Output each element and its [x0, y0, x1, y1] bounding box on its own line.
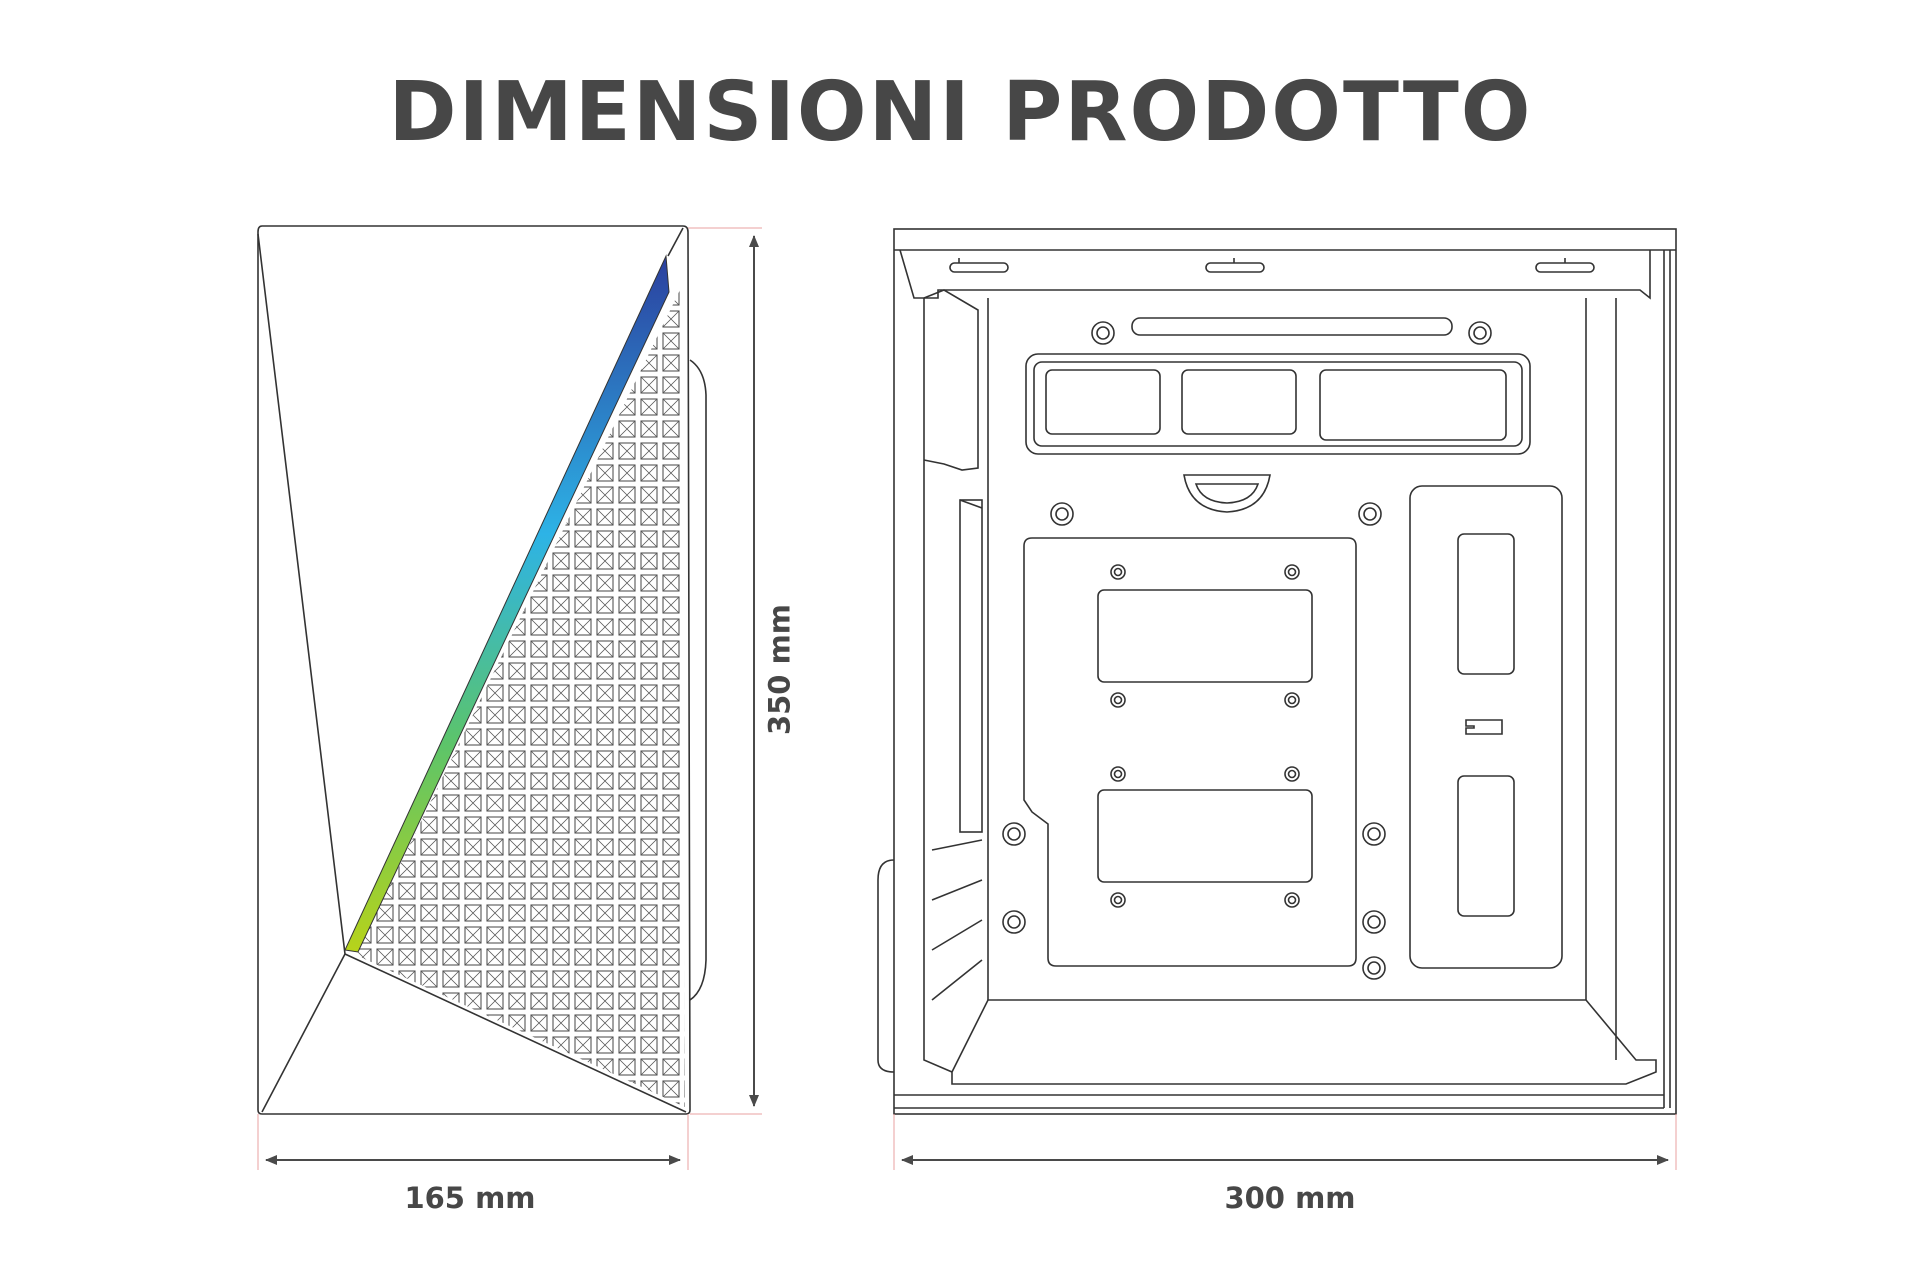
cable-management-panel — [1409, 485, 1563, 969]
side-bulge — [689, 359, 707, 1001]
side-view — [877, 228, 1677, 1115]
side-outer-frame — [893, 228, 1677, 1115]
page-title: DIMENSIONI PRODOTTO — [388, 65, 1533, 160]
rgb-light-strip — [344, 254, 670, 953]
front-dimensions — [257, 227, 762, 1170]
front-view — [257, 225, 707, 1115]
left-facet — [257, 233, 346, 1113]
cpu-cutout-plate — [1023, 537, 1357, 967]
depth-dimension-label: 300 mm — [1224, 1181, 1356, 1215]
mesh-grille — [356, 290, 685, 1107]
height-dimension-label: 350 mm — [762, 603, 797, 736]
side-dimensions — [893, 1114, 1677, 1170]
width-dimension-label: 165 mm — [404, 1181, 536, 1215]
front-panel-outline — [257, 225, 691, 1115]
